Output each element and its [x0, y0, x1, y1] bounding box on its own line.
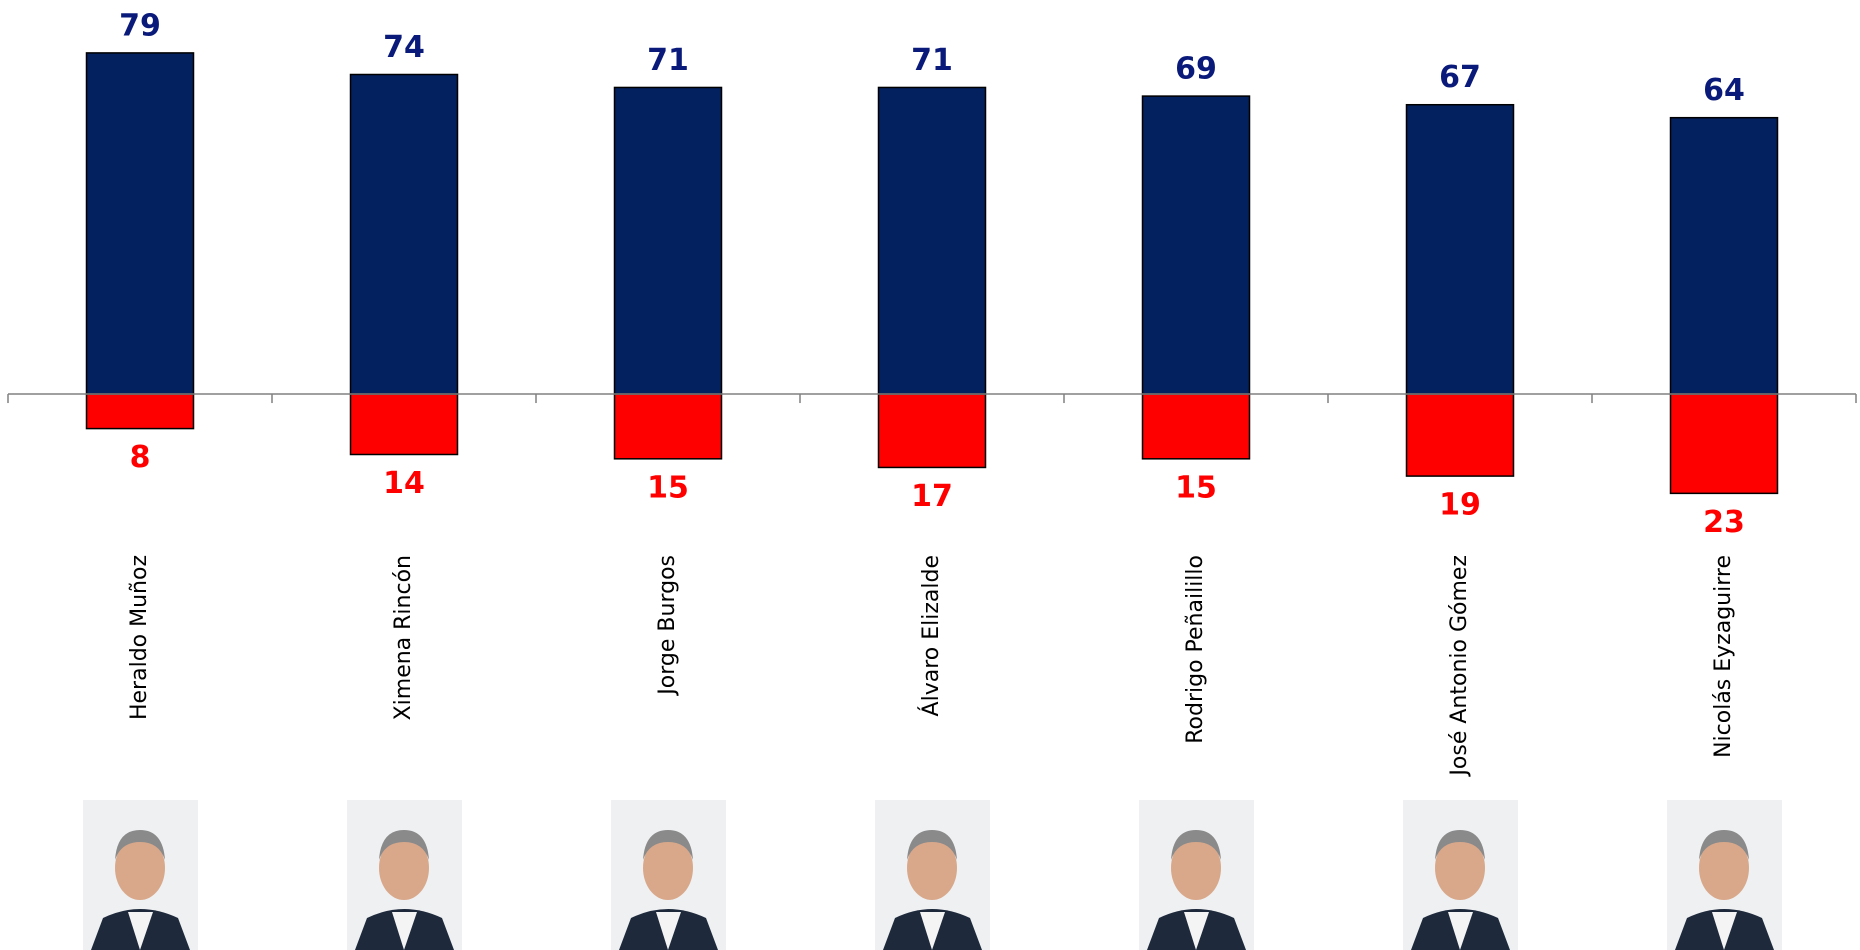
portrait	[1403, 800, 1518, 950]
value-label: 71	[647, 43, 689, 78]
portrait-face	[1435, 836, 1485, 900]
x-tick-label: Heraldo Muñoz	[127, 555, 152, 720]
portrait-hair	[379, 830, 429, 860]
portrait-shirt	[128, 912, 153, 950]
value-label: 19	[1439, 488, 1481, 523]
bar	[85, 393, 195, 430]
portrait	[1139, 800, 1254, 950]
portrait	[1667, 800, 1782, 950]
portrait-face	[379, 836, 429, 900]
x-tick-label: Nicolás Eyzaguirre	[1711, 555, 1736, 758]
portrait-hair	[1171, 830, 1221, 860]
portrait	[347, 800, 462, 950]
portrait-face	[1699, 836, 1749, 900]
x-tick-label: Jorge Burgos	[655, 555, 680, 697]
bar	[613, 86, 723, 395]
bar	[1405, 103, 1515, 395]
value-label: 8	[130, 440, 151, 475]
bar	[85, 52, 195, 395]
portrait-shirt	[1712, 912, 1737, 950]
portrait-shirt	[1184, 912, 1209, 950]
portrait-shirt	[392, 912, 417, 950]
value-label: 15	[1175, 470, 1217, 505]
value-label: 79	[119, 8, 161, 43]
bar	[877, 393, 987, 469]
bar	[1405, 393, 1515, 477]
value-label: 17	[911, 479, 953, 514]
x-tick-label: Rodrigo Peñailillo	[1183, 555, 1208, 744]
x-tick-label: José Antonio Gómez	[1447, 555, 1472, 778]
value-label: 67	[1439, 60, 1481, 95]
portrait-face	[1171, 836, 1221, 900]
portrait-hair	[115, 830, 165, 860]
value-label: 23	[1703, 505, 1745, 540]
bar	[877, 86, 987, 395]
x-tick-label: Álvaro Elizalde	[918, 555, 944, 716]
portrait	[875, 800, 990, 950]
portrait	[83, 800, 198, 950]
value-label: 71	[911, 43, 953, 78]
value-label: 14	[383, 466, 425, 501]
bar	[349, 393, 459, 456]
portrait-face	[643, 836, 693, 900]
value-label: 69	[1175, 52, 1217, 87]
portrait-hair	[1435, 830, 1485, 860]
portrait-shirt	[1448, 912, 1473, 950]
portrait-hair	[1699, 830, 1749, 860]
x-tick-label: Ximena Rincón	[391, 555, 416, 720]
bar	[349, 73, 459, 395]
bar	[1669, 393, 1779, 495]
portrait-shirt	[920, 912, 945, 950]
bar	[1141, 95, 1251, 395]
value-label: 15	[647, 470, 689, 505]
value-label: 74	[383, 30, 425, 65]
portrait-face	[907, 836, 957, 900]
bar	[613, 393, 723, 460]
bar	[1669, 116, 1779, 395]
portrait-shirt	[656, 912, 681, 950]
bar	[1141, 393, 1251, 460]
portrait-hair	[643, 830, 693, 860]
portrait-hair	[907, 830, 957, 860]
portrait-face	[115, 836, 165, 900]
portrait	[611, 800, 726, 950]
value-label: 64	[1703, 73, 1745, 108]
